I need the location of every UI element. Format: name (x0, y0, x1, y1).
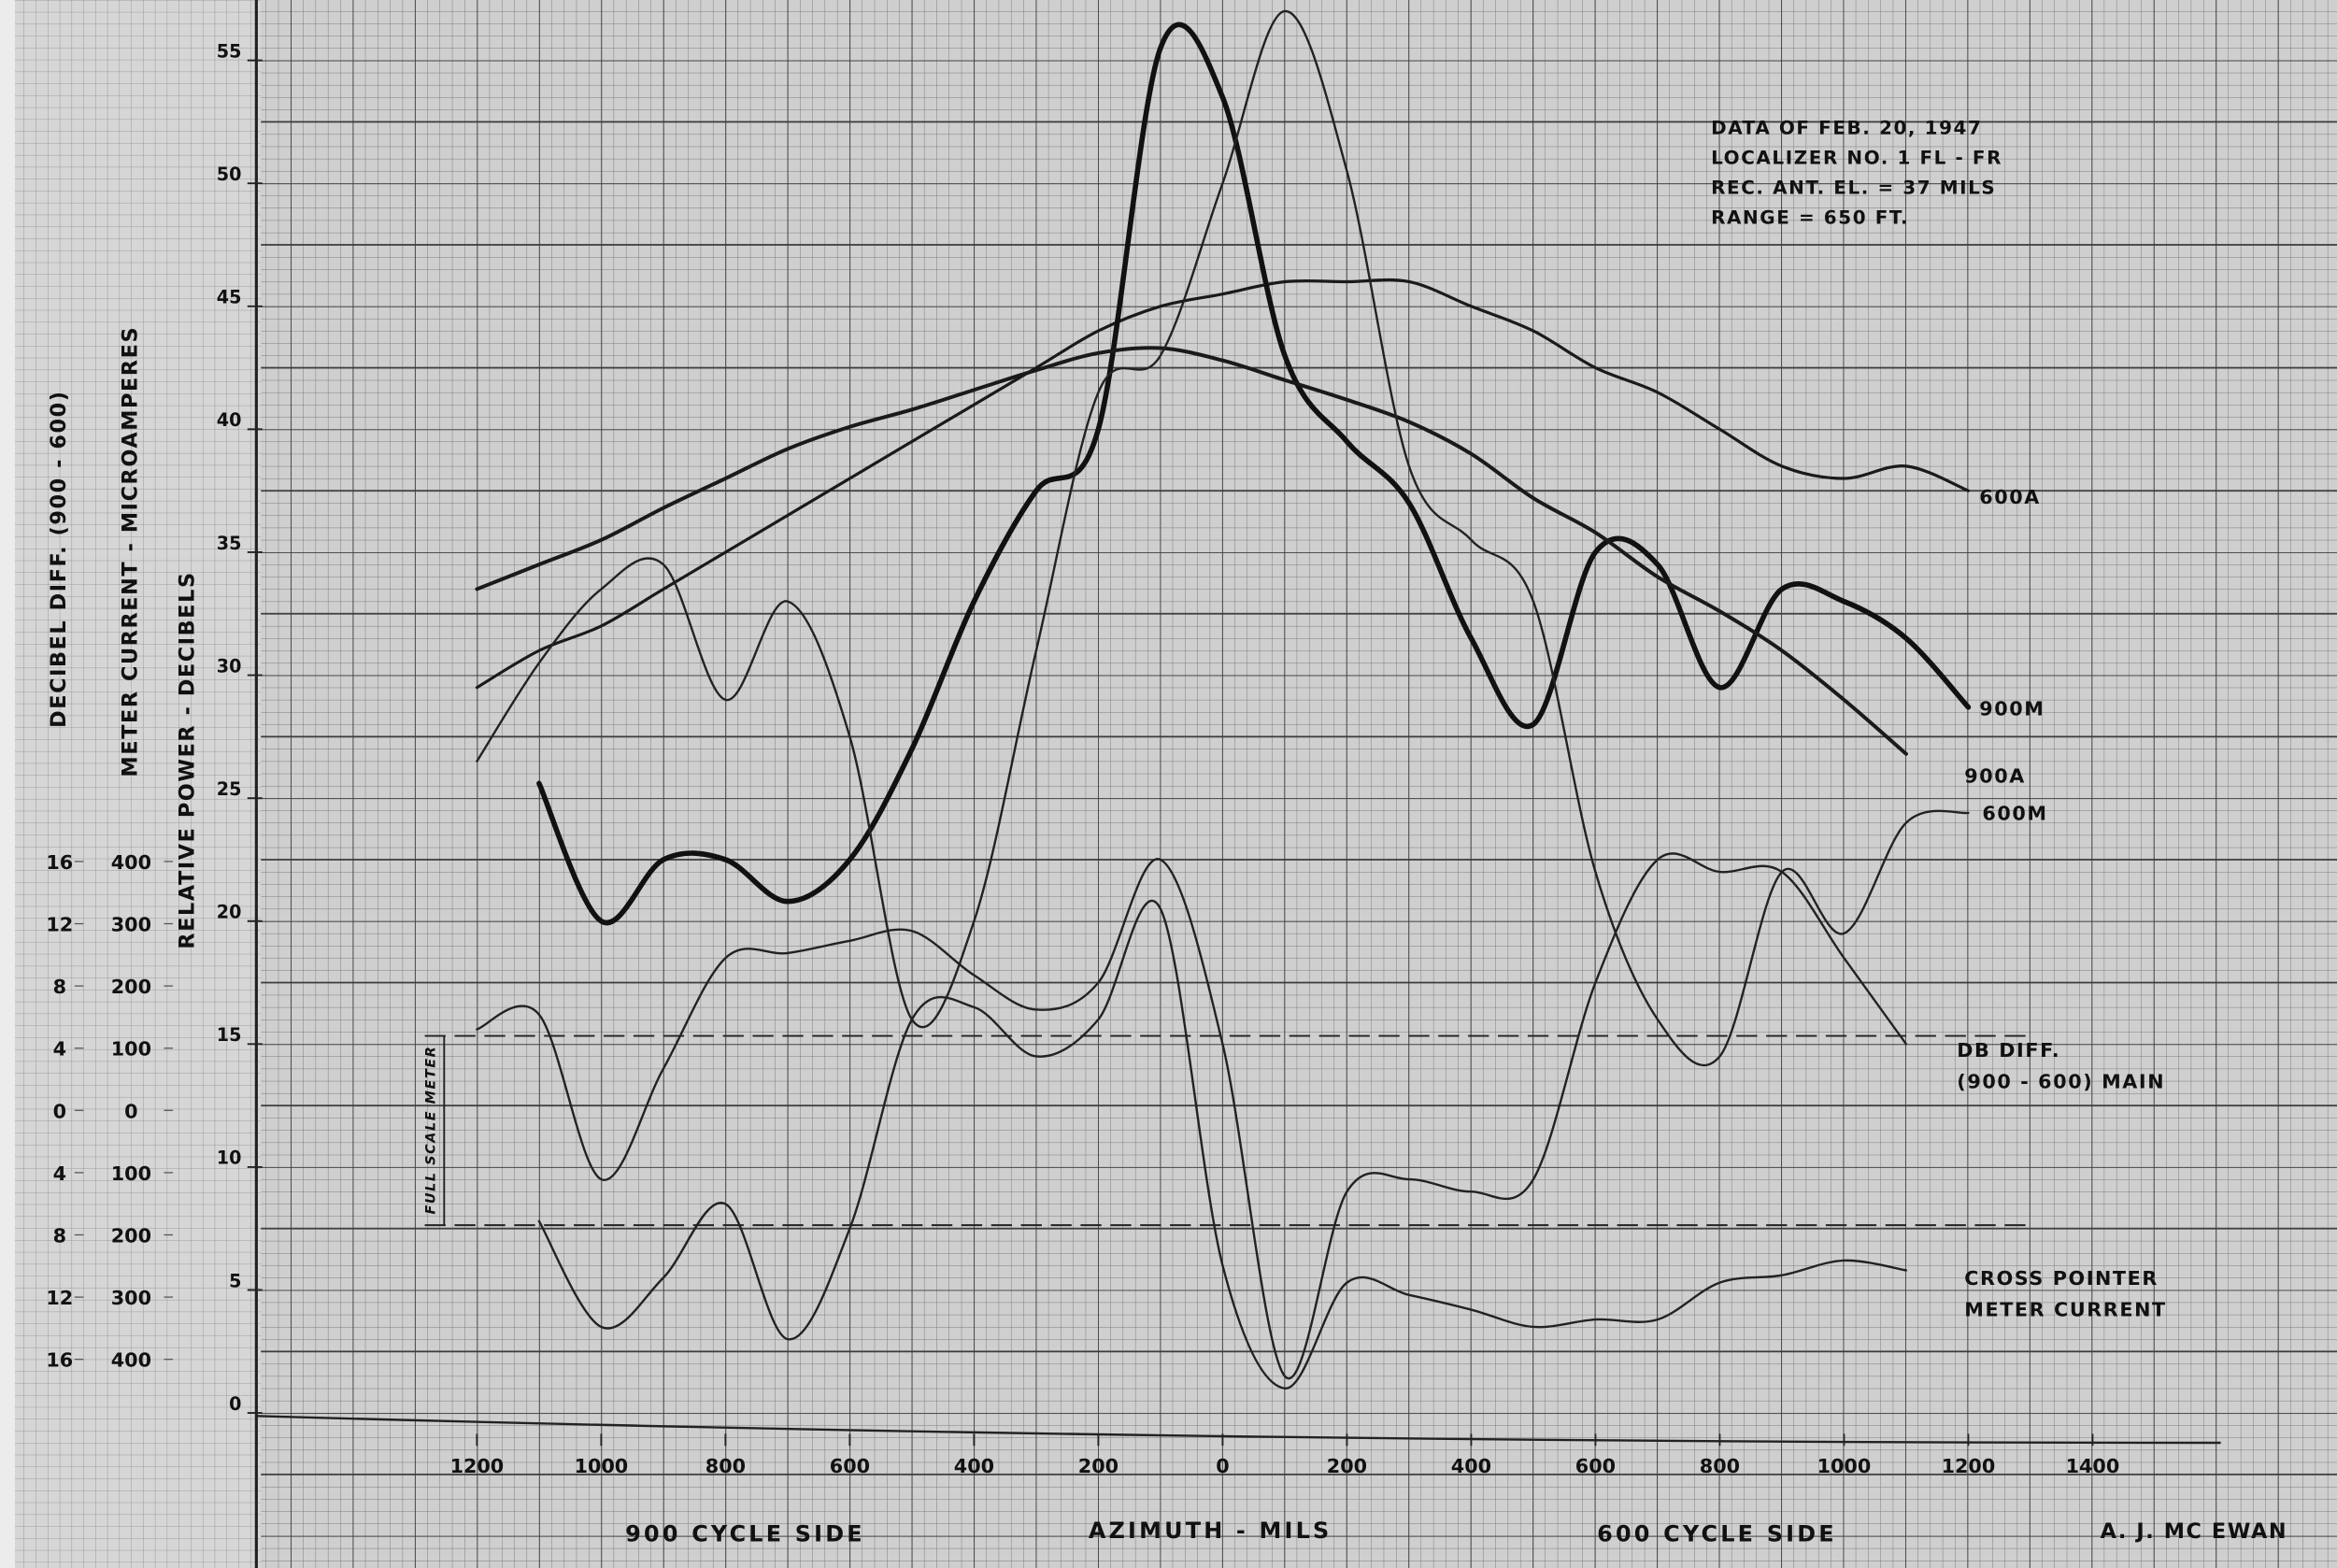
annotation: DATA OF FEB. 20, 1947 (1711, 118, 1982, 139)
secondary-tick-label: 8 (53, 1224, 66, 1247)
series-label: 600M (1982, 802, 2047, 824)
secondary-tick-label: 16 (46, 1349, 73, 1372)
annotation: RANGE = 650 FT. (1711, 207, 1909, 228)
series-label: 900M (1979, 698, 2045, 720)
y-tick-label: 5 (229, 1270, 241, 1291)
x-tick-label: 200 (1078, 1455, 1119, 1477)
y-tick-label: 55 (217, 40, 242, 62)
secondary-tick-label: 300 (111, 914, 151, 936)
y-tick-label: 10 (217, 1147, 242, 1169)
secondary-tick-label: 300 (111, 1287, 151, 1309)
secondary-tick-label: 0 (124, 1100, 137, 1122)
secondary-tick-label: 16 (46, 851, 73, 874)
secondary-tick-label: 400 (111, 851, 151, 874)
series-label: 600A (1979, 486, 2041, 508)
y-tick-label: 45 (217, 287, 242, 308)
secondary-tick-label: 200 (111, 976, 151, 998)
meter-note: FULL SCALE METER (424, 1046, 439, 1215)
y-tick-label: 15 (217, 1024, 242, 1046)
x-tick-label: 1000 (575, 1455, 629, 1477)
secondary-tick-label: 12 (46, 914, 73, 936)
secondary-tick-label: 8 (53, 976, 66, 998)
secondary-axis-title: METER CURRENT - MICROAMPERES (119, 326, 143, 777)
signature: A. J. MC EWAN (2101, 1519, 2287, 1544)
secondary-tick-label: 4 (53, 1162, 66, 1185)
annotation: REC. ANT. EL. = 37 MILS (1711, 177, 1996, 198)
series-label: 900A (1964, 764, 2026, 787)
page: {"chart_data": { "type": "line", "annota… (0, 0, 2337, 1568)
y-tick-label: 25 (217, 778, 242, 800)
x-tick-label: 600 (830, 1455, 870, 1477)
x-tick-label: 1200 (450, 1455, 505, 1477)
x-tick-label: 1000 (1817, 1455, 1872, 1477)
chart: FULL SCALE METER DATA OF FEB. 20, 1947 L… (0, 0, 2337, 1568)
x-tick-label: 200 (1327, 1455, 1367, 1477)
secondary-tick-label: 400 (111, 1349, 151, 1372)
x-tick-label: 1200 (1942, 1455, 1996, 1477)
series-label-line: (900 - 600) MAIN (1957, 1070, 2165, 1092)
secondary-tick-label: 4 (53, 1038, 66, 1061)
x-tick-label: 800 (1700, 1455, 1740, 1477)
y-tick-label: 20 (217, 902, 242, 923)
series-label-line: CROSS POINTER (1964, 1267, 2159, 1290)
x-side-label: 900 CYCLE SIDE (625, 1520, 865, 1547)
series-label-line: METER CURRENT (1964, 1298, 2167, 1320)
y-tick-label: 0 (229, 1393, 241, 1415)
y-tick-label: 50 (217, 164, 242, 185)
secondary-tick-label: 100 (111, 1038, 151, 1061)
x-side-label: 600 CYCLE SIDE (1597, 1520, 1837, 1547)
x-tick-label: 600 (1575, 1455, 1616, 1477)
x-axis-title: AZIMUTH - MILS (1089, 1518, 1332, 1544)
annotation: LOCALIZER NO. 1 FL - FR (1711, 147, 2002, 168)
x-tick-label: 400 (954, 1455, 994, 1477)
x-tick-label: 1400 (2066, 1455, 2120, 1477)
x-tick-label: 0 (1216, 1455, 1229, 1477)
y-axis-title: RELATIVE POWER - DECIBELS (175, 571, 199, 948)
secondary-tick-label: 100 (111, 1162, 151, 1185)
y-tick-label: 35 (217, 533, 242, 554)
series-label-line: DB DIFF. (1957, 1039, 2060, 1062)
scan-edge (0, 0, 15, 1568)
y-tick-label: 40 (217, 409, 242, 431)
y-tick-label: 30 (217, 655, 242, 677)
secondary-tick-label: 12 (46, 1287, 73, 1309)
x-tick-label: 800 (705, 1455, 746, 1477)
x-tick-label: 400 (1451, 1455, 1491, 1477)
secondary-tick-label: 200 (111, 1224, 151, 1247)
secondary-tick-label: 0 (53, 1100, 66, 1122)
secondary-axis-title: DECIBEL DIFF. (900 - 600) (47, 390, 71, 727)
